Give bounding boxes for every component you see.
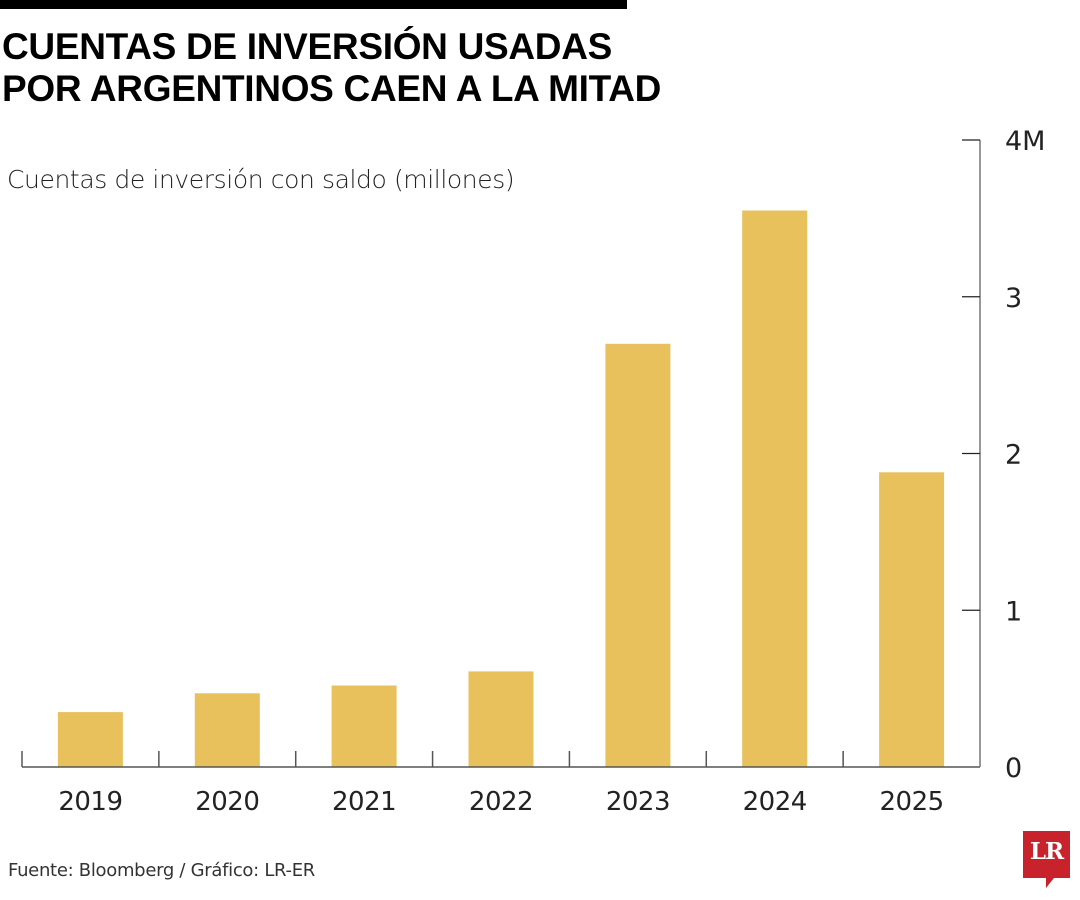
- bars-group: [57, 210, 945, 767]
- x-tick-label-2023: 2023: [606, 787, 670, 817]
- bar-2019: [57, 712, 123, 767]
- chart-subtitle: Cuentas de inversión con saldo (millones…: [7, 165, 515, 194]
- x-tick-label-2021: 2021: [332, 787, 396, 817]
- speech-bubble-icon: [1023, 831, 1070, 888]
- x-tick-label-2022: 2022: [469, 787, 533, 817]
- y-tick-label-3: 3: [1005, 283, 1022, 314]
- bar-2022: [468, 671, 534, 767]
- title-line-1: CUENTAS DE INVERSIÓN USADAS: [2, 26, 613, 67]
- top-rule: [0, 0, 627, 9]
- bar-2021: [331, 685, 397, 767]
- x-tick-label-2020: 2020: [195, 787, 259, 817]
- y-tick-label-2: 2: [1005, 440, 1022, 471]
- x-axis: 2019 2020 2021 2022 2023 2024 2025: [21, 751, 980, 817]
- y-tick-label-4: 4M: [1005, 126, 1045, 157]
- bar-2024: [742, 210, 808, 767]
- x-tick-label-2024: 2024: [743, 787, 807, 817]
- x-tick-label-2025: 2025: [880, 787, 944, 817]
- y-axis: 0 1 2 3 4M: [962, 126, 1045, 784]
- x-tick-label-2019: 2019: [58, 787, 122, 817]
- chart-title: CUENTAS DE INVERSIÓN USADAS POR ARGENTIN…: [2, 26, 702, 110]
- source-note: Fuente: Bloomberg / Gráfico: LR-ER: [8, 860, 315, 881]
- title-line-2: POR ARGENTINOS CAEN A LA MITAD: [2, 68, 662, 109]
- bar-2023: [605, 343, 671, 767]
- logo-text: LR: [1029, 838, 1064, 865]
- y-tick-label-1: 1: [1005, 596, 1022, 627]
- y-tick-label-0: 0: [1005, 753, 1022, 784]
- bar-2025: [879, 472, 945, 767]
- lr-logo: LR: [1023, 831, 1070, 888]
- bar-2020: [194, 693, 260, 767]
